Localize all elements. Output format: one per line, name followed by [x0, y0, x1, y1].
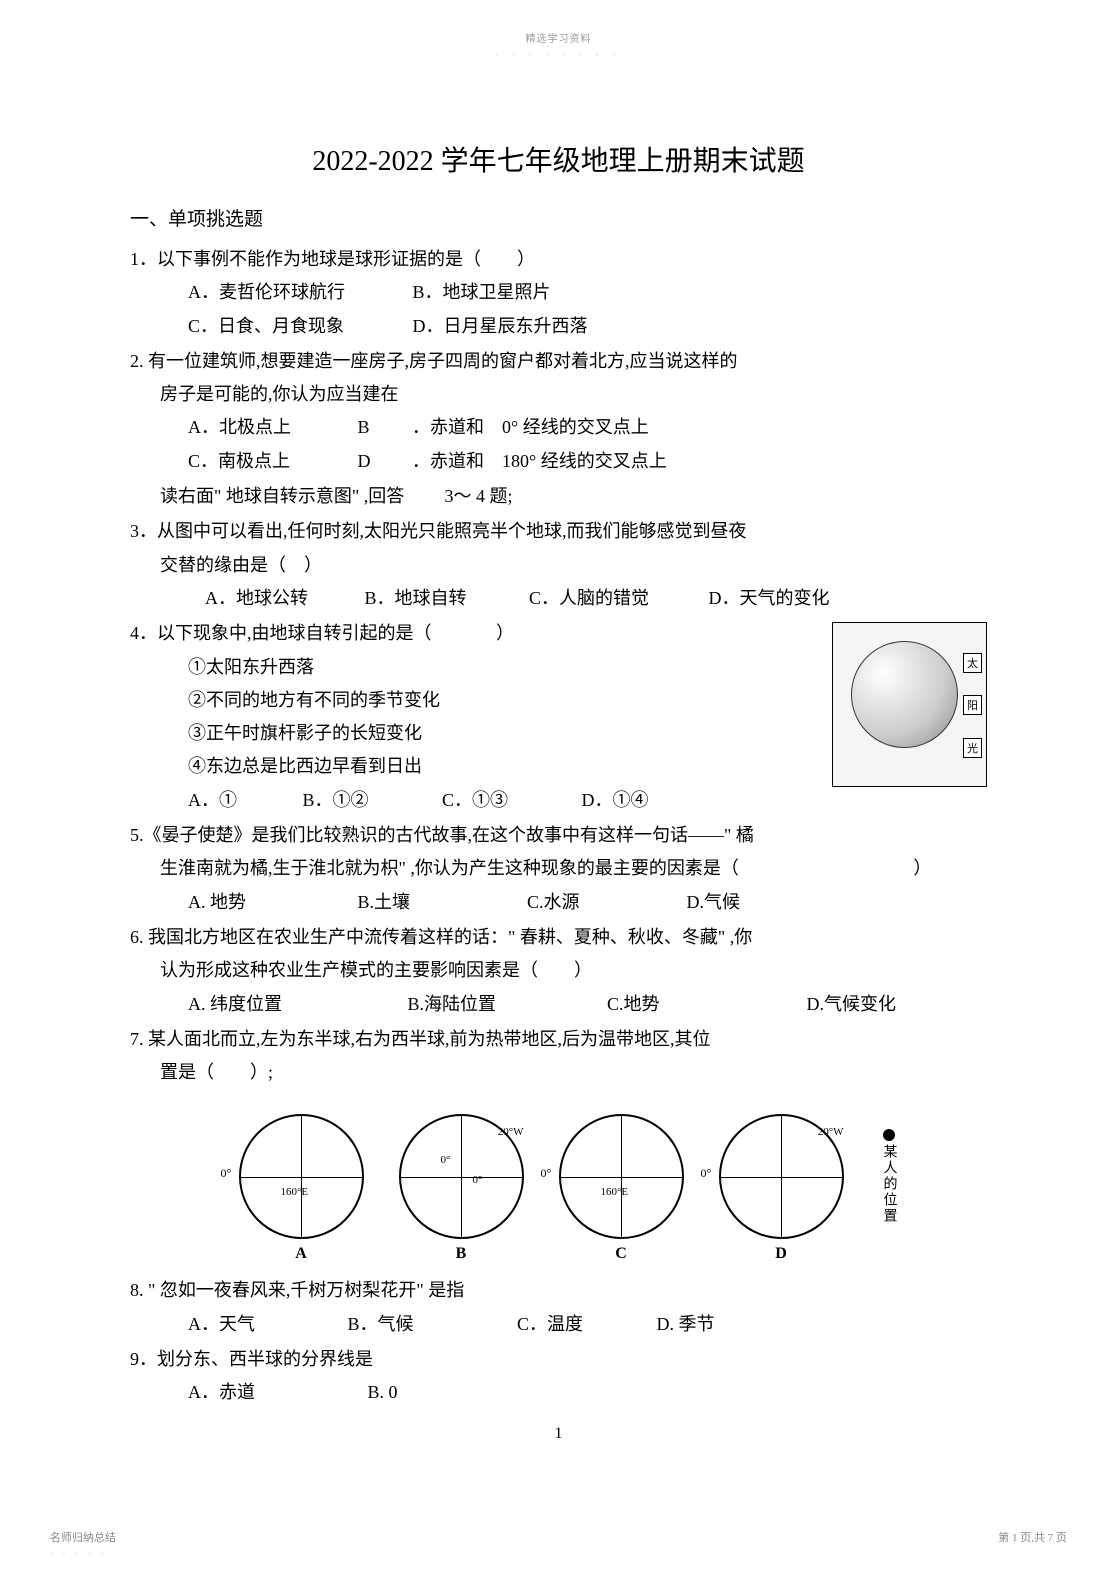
hemisphere-B: 20°W 0° 0° B [399, 1114, 524, 1239]
q9-stem: 9．划分东、西半球的分界线是 [130, 1343, 987, 1376]
question-8: 8. " 忽如一夜春风来,千树万树梨花开" 是指 A．天气 B．气候 C．温度 … [130, 1274, 987, 1341]
q6-optB: B.海陆位置 [408, 988, 603, 1021]
q5-stem2-close: ） [913, 858, 931, 878]
q5-optC: C.水源 [527, 886, 682, 919]
hemiD-20w: 20°W [818, 1126, 844, 1138]
question-2: 2. 有一位建筑师,想要建造一座房子,房子四周的窗户都对着北方,应当说这样的 房… [130, 345, 987, 478]
q4-optC: C．①③ [442, 784, 577, 817]
hemisphere-A: 0° 160°E A [239, 1114, 364, 1239]
hemiD-label: D [775, 1245, 787, 1263]
page-title: 2022-2022 学年七年级地理上册期末试题 [130, 139, 987, 179]
q8-optD: D. 季节 [657, 1308, 715, 1341]
q4-stem: 4．以下现象中,由地球自转引起的是（ [130, 623, 432, 643]
q9-optA: A．赤道 [188, 1376, 363, 1409]
hemisphere-diagram: 0° 160°E A 20°W 0° 0° B 0° 160°E C 20°W … [130, 1114, 987, 1239]
footer-right: 第 1 页,共 7 页 [998, 1529, 1067, 1545]
q5-stem2: 生淮南就为橘,生于淮北就为枳" ,你认为产生这种现象的最主要的因素是（ [160, 858, 739, 878]
q4-stem-close: ） [496, 623, 514, 643]
globe-figure: 太 阳 光 [832, 622, 987, 787]
hemiB-zero1: 0° [441, 1154, 451, 1166]
q3-optB: B．地球自转 [365, 582, 525, 615]
question-3: 3．从图中可以看出,任何时刻,太阳光只能照亮半个地球,而我们能够感觉到昼夜 交替… [130, 515, 987, 615]
legend-dot-icon [883, 1129, 895, 1141]
q2-optB: ．赤道和 0° 经线的交叉点上 [412, 411, 649, 444]
q2-optA: A．北极点上 [188, 411, 353, 444]
q2-stem2: 房子是可能的,你认为应当建在 [130, 378, 987, 411]
diagram-legend: 某人的位置 [879, 1129, 899, 1224]
reading-line1: 读右面" 地球自转示意图" ,回答 [160, 480, 440, 513]
reading-line1b: 3～ 4 题; [445, 486, 513, 506]
q1-optA: A．麦哲伦环球航行 [188, 276, 408, 309]
q3-optC: C．人脑的错觉 [529, 582, 704, 615]
q2-optD-prefix: D [358, 445, 408, 478]
globe-label-yang: 阳 [963, 695, 982, 715]
q6-stem2: 认为形成这种农业生产模式的主要影响因素是（ ） [130, 954, 987, 987]
q3-stem: 3．从图中可以看出,任何时刻,太阳光只能照亮半个地球,而我们能够感觉到昼夜 [130, 515, 987, 548]
q6-optA: A. 纬度位置 [188, 988, 403, 1021]
q1-optC: C．日食、月食现象 [188, 310, 408, 343]
q8-optA: A．天气 [188, 1308, 343, 1341]
hemiA-zero: 0° [221, 1166, 232, 1181]
hemisphere-D: 20°W 0° D [719, 1114, 844, 1239]
q4-optD: D．①④ [582, 784, 649, 817]
q1-optB: B．地球卫星照片 [413, 276, 551, 309]
question-7: 7. 某人面北而立,左为东半球,右为西半球,前为热带地区,后为温带地区,其位 置… [130, 1023, 987, 1090]
hemiB-20w: 20°W [498, 1126, 524, 1138]
question-5: 5.《晏子使楚》是我们比较熟识的古代故事,在这个故事中有这样一句话——" 橘 生… [130, 819, 987, 919]
footer-dots-left: - - - - - [50, 1549, 107, 1558]
hemiD-zero: 0° [701, 1166, 712, 1181]
hemiA-lon: 160°E [281, 1186, 309, 1198]
q5-optA: A. 地势 [188, 886, 353, 919]
hemiC-label: C [615, 1245, 627, 1263]
q3-stem2: 交替的缘由是（ ） [130, 549, 987, 582]
page-number: 1 [130, 1425, 987, 1443]
q5-optB: B.土壤 [358, 886, 523, 919]
q3-optA: A．地球公转 [205, 582, 360, 615]
globe-label-guang: 光 [963, 738, 982, 758]
section-header: 一、单项挑选题 [130, 204, 987, 231]
hemiA-label: A [295, 1245, 307, 1263]
q4-optB: B．①② [303, 784, 438, 817]
legend-text: 某人的位置 [879, 1144, 899, 1224]
question-9: 9．划分东、西半球的分界线是 A．赤道 B. 0 [130, 1343, 987, 1410]
footer-left: 名师归纳总结 [50, 1529, 116, 1545]
q2-optC: C．南极点上 [188, 445, 353, 478]
q2-optB-prefix: B [358, 411, 408, 444]
hemiB-label: B [456, 1245, 467, 1263]
q6-stem: 6. 我国北方地区在农业生产中流传着这样的话：" 春耕、夏种、秋收、冬藏" ,你 [130, 921, 987, 954]
q9-optB: B. 0 [368, 1376, 398, 1409]
q8-optB: B．气候 [348, 1308, 513, 1341]
question-1: 1．以下事例不能作为地球是球形证据的是（ ） A．麦哲伦环球航行 B．地球卫星照… [130, 243, 987, 343]
hemiC-lon: 160°E [601, 1186, 629, 1198]
hemiC-zero: 0° [541, 1166, 552, 1181]
question-6: 6. 我国北方地区在农业生产中流传着这样的话：" 春耕、夏种、秋收、冬藏" ,你… [130, 921, 987, 1021]
q1-stem: 1．以下事例不能作为地球是球形证据的是（ ） [130, 243, 987, 276]
q8-stem: 8. " 忽如一夜春风来,千树万树梨花开" 是指 [130, 1274, 987, 1307]
q2-optD: ．赤道和 180° 经线的交叉点上 [412, 445, 667, 478]
reading-instruction: 读右面" 地球自转示意图" ,回答 3～ 4 题; [130, 480, 987, 513]
header-dots: - - - - - - - - [130, 50, 987, 59]
q7-stem2: 置是（ ）; [130, 1056, 987, 1089]
q6-optC: C.地势 [607, 988, 802, 1021]
hemisphere-C: 0° 160°E C [559, 1114, 684, 1239]
q1-optD: D．日月星辰东升西落 [413, 310, 588, 343]
q8-optC: C．温度 [517, 1308, 652, 1341]
header-watermark: 精选学习资料 [130, 30, 987, 45]
q5-stem: 5.《晏子使楚》是我们比较熟识的古代故事,在这个故事中有这样一句话——" 橘 [130, 819, 987, 852]
q6-optD: D.气候变化 [807, 988, 897, 1021]
q3-optD: D．天气的变化 [709, 582, 830, 615]
hemiB-zero2: 0° [473, 1174, 483, 1186]
globe-label-sun: 太 [963, 653, 982, 673]
q2-stem: 2. 有一位建筑师,想要建造一座房子,房子四周的窗户都对着北方,应当说这样的 [130, 345, 987, 378]
q5-optD: D.气候 [687, 886, 741, 919]
q4-optA: A．① [188, 784, 298, 817]
q7-stem: 7. 某人面北而立,左为东半球,右为西半球,前为热带地区,后为温带地区,其位 [130, 1023, 987, 1056]
